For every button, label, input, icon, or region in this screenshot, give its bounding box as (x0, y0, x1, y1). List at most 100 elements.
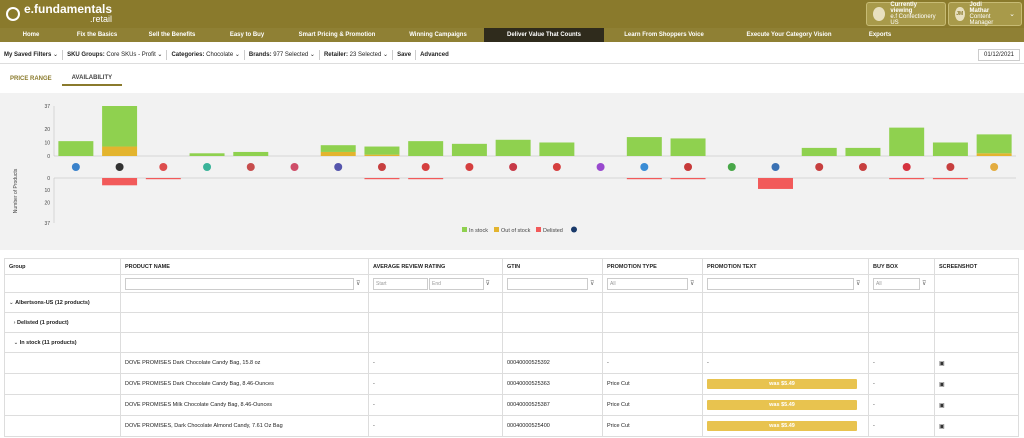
cell-promo-text: - (707, 360, 709, 366)
table-row[interactable]: DOVE PROMISES Dark Chocolate Candy Bag, … (4, 373, 1019, 395)
retailer-logo-icon (815, 163, 824, 171)
group-row[interactable]: ⌄ Albertsons-US (12 products) (4, 292, 1019, 313)
retailer-logo-icon (465, 163, 474, 171)
cell-gtin: 00040000525363 (507, 381, 550, 387)
promo-type-filter[interactable]: All ⊽ (602, 274, 703, 293)
y-tick-label: 37 (44, 104, 50, 110)
filter-icon[interactable]: ⊽ (485, 280, 490, 287)
nav-item-6[interactable]: Deliver Value That Counts (484, 28, 604, 42)
column-header-1[interactable]: PRODUCT NAME (120, 258, 369, 275)
cell-promo-text: was $5.49 (707, 421, 857, 431)
bar-in-stock (670, 138, 706, 156)
expand-icon[interactable]: ⌄ (13, 339, 19, 346)
tab-1[interactable]: AVAILABILITY (61, 72, 123, 86)
table-row[interactable]: DOVE PROMISES Milk Chocolate Candy Bag, … (4, 394, 1019, 416)
screenshot-icon[interactable]: ▣ (939, 360, 945, 367)
save-button[interactable]: Save (397, 51, 412, 58)
retailer-logo-icon (596, 163, 605, 171)
logo[interactable]: e.fundamentals .retail (0, 3, 140, 24)
availability-chart: 37 20 10 0 0 10 20 37 Number of Products In stock… (0, 93, 1024, 250)
categories-filter[interactable]: Categories: Chocolate ⌄ (171, 52, 240, 58)
cell-buy-box: - (873, 360, 875, 366)
nav-item-5[interactable]: Winning Campaigns (409, 32, 467, 38)
cell-rating: - (373, 423, 375, 429)
bar-delisted (626, 178, 662, 180)
filter-icon[interactable]: ⊽ (590, 280, 595, 287)
flag-icon (873, 7, 886, 21)
promo-text-filter[interactable]: ⊽ (702, 274, 869, 293)
y-tick-label: 0 (47, 176, 50, 182)
column-header-2[interactable]: AVERAGE REVIEW RATING (368, 258, 503, 275)
nav-item-2[interactable]: Sell the Benefits (148, 32, 196, 38)
column-header-6[interactable]: BUY BOX (868, 258, 935, 275)
bar-out-of-stock (976, 153, 1012, 156)
buy-box-filter[interactable]: All ⊽ (868, 274, 935, 293)
filter-icon[interactable]: ⊽ (356, 280, 361, 287)
nav-item-9[interactable]: Exports (868, 32, 892, 38)
column-header-4[interactable]: PROMOTION TYPE (602, 258, 703, 275)
legend-swatch (536, 227, 541, 232)
main-nav: Home Fix the Basics Sell the Benefits Easy … (0, 28, 1024, 42)
bar-delisted (102, 178, 138, 186)
y-tick-label: 20 (44, 127, 50, 133)
name-filter[interactable]: ⊽ (120, 274, 369, 293)
bar-out-of-stock (102, 146, 138, 156)
group-label: Albertsons-US (12 products) (15, 299, 90, 306)
bar-delisted (758, 178, 793, 189)
brand-suffix: .retail (90, 14, 113, 24)
brands-filter[interactable]: Brands: 977 Selected ⌄ (248, 52, 315, 58)
screenshot-icon[interactable]: ▣ (939, 402, 945, 409)
column-header-0[interactable]: Group (4, 258, 121, 275)
bar-delisted (889, 178, 925, 180)
sku-groups-filter[interactable]: SKU Groups: Core SKUs - Profit ⌄ (67, 52, 163, 58)
table-row[interactable]: DOVE PROMISES, Dark Chocolate Almond Can… (4, 415, 1019, 437)
column-header-3[interactable]: GTIN (502, 258, 603, 275)
filter-icon[interactable]: ⊽ (690, 280, 695, 287)
column-header-5[interactable]: PROMOTION TEXT (702, 258, 869, 275)
cell-buy-box: - (873, 381, 875, 387)
tab-0[interactable]: PRICE RANGE (10, 76, 52, 82)
gtin-filter[interactable]: ⊽ (502, 274, 603, 293)
retailer-logo-icon (727, 163, 736, 171)
bar-in-stock (539, 142, 575, 156)
group-row[interactable]: › Delisted (1 product) (4, 312, 1019, 333)
column-header-7[interactable]: SCREENSHOT (934, 258, 1019, 275)
group-row[interactable]: ⌄ In stock (11 products) (4, 332, 1019, 353)
y-tick-label: 20 (44, 200, 50, 206)
advanced-button[interactable]: Advanced (420, 51, 449, 58)
nav-item-0[interactable]: Home (22, 32, 40, 38)
retailer-logo-icon (509, 163, 518, 171)
retailer-logo-icon (421, 163, 430, 171)
retailer-logo-icon (377, 163, 386, 171)
retailer-logo-icon (552, 163, 561, 171)
expand-icon[interactable]: › (13, 319, 16, 326)
retailer-logo-icon (858, 163, 867, 171)
cell-buy-box: - (873, 423, 875, 429)
nav-item-4[interactable]: Smart Pricing & Promotion (298, 32, 376, 38)
rating-filter[interactable]: Start End ⊽ (368, 274, 503, 293)
nav-item-7[interactable]: Learn From Shoppers Voice (624, 32, 704, 38)
nav-item-8[interactable]: Execute Your Category Vision (746, 32, 832, 38)
expand-icon[interactable]: ⌄ (9, 299, 14, 306)
cell-gtin: 00040000525387 (507, 402, 550, 408)
bar-in-stock (976, 134, 1012, 154)
user-role: Content Manager (969, 14, 994, 26)
retailer-logo-icon (640, 163, 649, 171)
filter-icon[interactable]: ⊽ (922, 280, 927, 287)
cell-name: DOVE PROMISES Dark Chocolate Candy Bag, … (125, 381, 274, 387)
retailer-logo-icon (771, 163, 780, 171)
viewing-selector[interactable]: Currently viewing e.f Confectionery US (866, 2, 946, 26)
nav-item-3[interactable]: Easy to Buy (229, 32, 265, 38)
date-picker[interactable]: 01/12/2021 (978, 49, 1020, 61)
filter-icon[interactable]: ⊽ (856, 280, 861, 287)
chevron-down-icon: ⌄ (1009, 11, 1015, 18)
screenshot-icon[interactable]: ▣ (939, 423, 945, 430)
nav-item-1[interactable]: Fix the Basics (76, 32, 118, 38)
screenshot-icon[interactable]: ▣ (939, 381, 945, 388)
y-axis-label: Number of Products (13, 168, 19, 213)
user-menu[interactable]: JM Jodi Mathar Content Manager ⌄ (948, 2, 1022, 26)
cell-buy-box: - (873, 402, 875, 408)
table-row[interactable]: DOVE PROMISES Dark Chocolate Candy Bag, … (4, 352, 1019, 374)
saved-filters-dropdown[interactable]: My Saved Filters ⌄ (4, 52, 59, 58)
retailer-filter[interactable]: Retailer: 23 Selected ⌄ (323, 52, 389, 58)
